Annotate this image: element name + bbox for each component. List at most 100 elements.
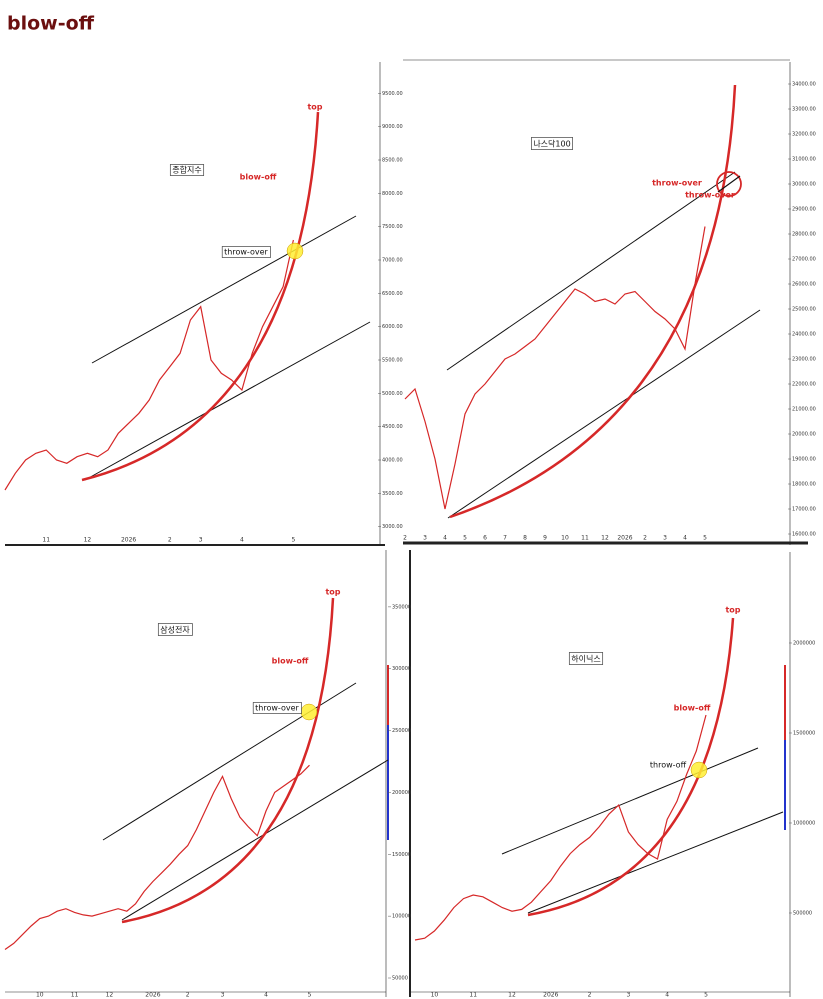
trend-line <box>447 309 761 519</box>
y-tick-label: 6500.00 <box>382 291 403 297</box>
y-tick-label: 200000 <box>392 790 411 796</box>
y-tick-label: 150000 <box>392 852 411 858</box>
x-tick-label: 4 <box>443 535 447 542</box>
x-tick-label: 11 <box>71 992 79 999</box>
page-title: blow-off <box>7 13 95 35</box>
x-tick-label: 2 <box>168 537 172 544</box>
y-tick-label: 100000 <box>392 914 411 920</box>
annotation: top <box>725 606 740 615</box>
x-tick-label: 3 <box>626 992 630 999</box>
x-tick-label: 8 <box>523 535 527 542</box>
y-tick-label: 4000.00 <box>382 458 403 464</box>
y-tick-label: 33000.00 <box>792 107 816 113</box>
y-tick-label: 1500000 <box>793 730 815 736</box>
chart-panel: 16000.00 17000.00 18000.00 19000.00 20000.00… <box>403 82 816 542</box>
x-tick-label: 4 <box>665 992 669 999</box>
annotation: throw-off <box>650 761 687 770</box>
chart-panel: 3000.00 3500.00 4000.00 4500.00 5000.00 5500.… <box>4 91 403 544</box>
x-tick-label: 4 <box>683 535 687 542</box>
y-tick-label: 18000.00 <box>792 482 816 488</box>
parabolic-curve <box>449 84 737 519</box>
y-tick-label: 5500.00 <box>382 358 403 364</box>
throw-marker <box>690 761 708 779</box>
y-tick-label: 22000.00 <box>792 382 816 388</box>
x-tick-label: 6 <box>483 535 487 542</box>
x-tick-label: 3 <box>221 992 225 999</box>
trend-line <box>527 811 784 914</box>
y-tick-label: 7000.00 <box>382 258 403 264</box>
annotation: throw-over <box>652 179 702 188</box>
x-tick-label: 7 <box>503 535 507 542</box>
parabolic-curve <box>527 617 735 917</box>
throw-marker <box>286 242 304 260</box>
y-tick-label: 23000.00 <box>792 357 816 363</box>
y-tick-label: 20000.00 <box>792 432 816 438</box>
y-tick-label: 26000.00 <box>792 282 816 288</box>
x-tick-label: 11 <box>42 537 50 544</box>
y-tick-label: 29000.00 <box>792 207 816 213</box>
price-line <box>414 714 707 941</box>
label-box <box>169 164 205 176</box>
x-tick-label: 3 <box>199 537 203 544</box>
x-tick-label: 3 <box>663 535 667 542</box>
price-line <box>4 239 294 491</box>
parabolic-curve <box>121 597 335 924</box>
y-tick-label: 3500.00 <box>382 491 403 497</box>
annotation: blow-off <box>674 704 711 713</box>
y-tick-label: 24000.00 <box>792 332 816 338</box>
annotation: throw-over <box>685 191 735 200</box>
x-tick-label: 10 <box>431 992 439 999</box>
x-tick-label: 2026 <box>543 992 558 999</box>
x-tick-label: 10 <box>561 535 569 542</box>
x-tick-label: 2026 <box>617 535 632 542</box>
chart-title: 종합지수 <box>172 166 201 175</box>
y-tick-label: 17000.00 <box>792 507 816 513</box>
y-tick-label: 19000.00 <box>792 457 816 463</box>
x-tick-label: 12 <box>508 992 516 999</box>
y-tick-label: 5000.00 <box>382 391 403 397</box>
y-tick-label: 32000.00 <box>792 132 816 138</box>
y-tick-label: 4500.00 <box>382 424 403 430</box>
y-tick-label: 250000 <box>392 728 411 734</box>
x-tick-label: 9 <box>543 535 547 542</box>
x-tick-label: 10 <box>36 992 44 999</box>
side-bars <box>387 665 786 840</box>
x-tick-label: 5 <box>308 992 312 999</box>
y-tick-label: 8500.00 <box>382 158 403 164</box>
y-tick-label: 28000.00 <box>792 232 816 238</box>
trend-line <box>91 215 357 364</box>
x-tick-label: 5 <box>703 535 707 542</box>
x-tick-label: 3 <box>423 535 427 542</box>
x-tick-label: 5 <box>463 535 467 542</box>
annotation: blow-off <box>240 173 277 182</box>
chart-title: 삼성전자 <box>160 625 190 635</box>
chart-title: 하이닉스 <box>571 654 600 664</box>
trend-line <box>121 759 389 921</box>
x-tick-label: 2 <box>588 992 592 999</box>
label-box <box>531 137 573 150</box>
annotation: top <box>307 103 322 112</box>
x-tick-label: 12 <box>84 537 92 544</box>
x-tick-label: 2 <box>403 535 407 542</box>
x-tick-label: 2026 <box>121 537 136 544</box>
y-tick-label: 3000.00 <box>382 524 403 530</box>
trend-line <box>446 171 736 371</box>
trend-line <box>501 747 759 855</box>
x-tick-label: 2 <box>186 992 190 999</box>
y-tick-label: 7500.00 <box>382 224 403 230</box>
chart-panel: 500000 1000000 1500000 2000000 10 11 12 2026 2 3 4… <box>414 617 815 999</box>
annotation: top <box>325 588 340 597</box>
annotation: throw-over <box>224 248 268 257</box>
y-tick-label: 31000.00 <box>792 157 816 163</box>
label-box <box>157 623 193 636</box>
y-tick-label: 1000000 <box>793 820 815 826</box>
x-tick-label: 11 <box>581 535 589 542</box>
y-tick-label: 500000 <box>793 910 812 916</box>
y-tick-label: 2000000 <box>793 640 815 646</box>
label-box <box>568 652 604 665</box>
x-tick-label: 5 <box>291 537 295 544</box>
trend-line <box>84 321 371 481</box>
x-tick-label: 2026 <box>145 992 160 999</box>
y-tick-label: 6000.00 <box>382 324 403 330</box>
